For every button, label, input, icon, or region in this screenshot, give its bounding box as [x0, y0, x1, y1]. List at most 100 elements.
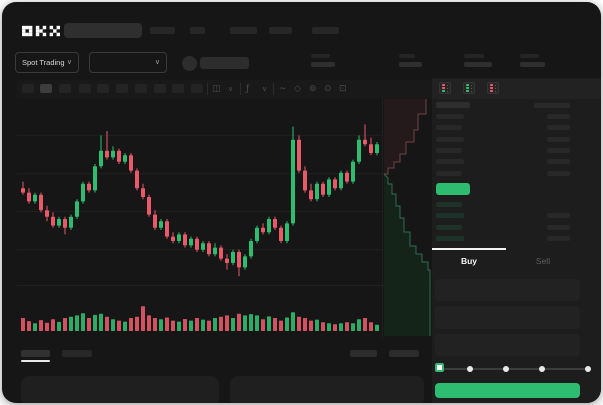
- slider-stop-dot[interactable]: [585, 366, 591, 372]
- chevron-down-icon[interactable]: ∨: [262, 85, 268, 93]
- timeframe-button[interactable]: [22, 84, 34, 93]
- ask-row-price[interactable]: [436, 114, 464, 119]
- tab-sell[interactable]: Sell: [535, 256, 551, 266]
- wave-icon[interactable]: ∼: [279, 84, 287, 94]
- volume-bar: [207, 320, 211, 331]
- timeframe-button[interactable]: [154, 84, 166, 93]
- volume-bar: [81, 313, 85, 331]
- ask-row-amount: [547, 114, 570, 119]
- bid-row-price[interactable]: [436, 224, 462, 230]
- candle-body: [51, 216, 55, 226]
- timeframe-button[interactable]: [172, 84, 184, 93]
- ticker-stat-label: [520, 54, 539, 58]
- timeframe-button[interactable]: [79, 84, 91, 93]
- slider-stop-dot[interactable]: [539, 366, 545, 372]
- volume-bar: [195, 318, 199, 331]
- timeframe-button[interactable]: [59, 84, 71, 93]
- orderbook-header-amount: [534, 103, 570, 108]
- indicator-icon[interactable]: ƒ: [246, 84, 250, 94]
- timeframe-button[interactable]: [40, 84, 52, 93]
- volume-bar: [369, 322, 373, 331]
- candle-body: [177, 234, 181, 241]
- buy-submit-button[interactable]: [435, 383, 580, 398]
- candle-body: [231, 252, 235, 263]
- bid-row-price[interactable]: [436, 235, 464, 241]
- orderbook-view-bids-icon[interactable]: [463, 82, 475, 94]
- bottom-action[interactable]: [350, 350, 377, 357]
- order-form-input[interactable]: [435, 334, 580, 356]
- orderbook-view-asks-icon[interactable]: [487, 82, 499, 94]
- volume-chart: [21, 306, 379, 331]
- tab-buy[interactable]: Buy: [460, 256, 478, 266]
- ask-row-price[interactable]: [436, 125, 462, 131]
- bid-row-price[interactable]: [436, 202, 462, 207]
- bottom-action[interactable]: [389, 350, 419, 357]
- order-form-input[interactable]: [435, 306, 580, 329]
- volume-bar: [123, 321, 127, 331]
- chevron-down-icon: ∨: [66, 59, 72, 66]
- market-type-dropdown[interactable]: Spot Trading ∨: [15, 52, 79, 73]
- volume-bar: [279, 320, 283, 331]
- pair-dropdown[interactable]: ∨: [89, 52, 167, 73]
- volume-bar: [375, 324, 379, 331]
- volume-bar: [351, 323, 355, 331]
- timeframe-button[interactable]: [97, 84, 109, 93]
- search-input[interactable]: [64, 23, 142, 38]
- nav-item[interactable]: [269, 27, 292, 34]
- toolbar-divider: [207, 83, 208, 95]
- last-price-bar[interactable]: [436, 183, 470, 195]
- expand-icon[interactable]: ⊡: [339, 84, 347, 94]
- candle-style-icon[interactable]: ◫: [212, 84, 221, 94]
- candle-body: [39, 194, 43, 211]
- candle-body: [249, 241, 253, 257]
- candle-body: [33, 194, 37, 202]
- nav-item[interactable]: [312, 27, 339, 34]
- ask-row-price[interactable]: [436, 170, 462, 176]
- eraser-icon[interactable]: ◇: [294, 84, 301, 94]
- timeframe-button[interactable]: [135, 84, 147, 93]
- candle-body: [183, 234, 187, 246]
- volume-bar: [363, 318, 367, 331]
- ticker-stat-label: [399, 54, 415, 58]
- candle-body: [357, 139, 361, 162]
- nav-item[interactable]: [190, 27, 205, 34]
- candle-body: [153, 214, 157, 228]
- camera-icon[interactable]: ⊚: [309, 84, 317, 94]
- nav-item[interactable]: [230, 27, 257, 34]
- chevron-down-icon[interactable]: ∨: [228, 85, 234, 93]
- volume-bar: [147, 315, 151, 331]
- okx-logo[interactable]: [22, 24, 60, 38]
- candle-body: [363, 139, 367, 145]
- bid-row-price[interactable]: [436, 213, 464, 219]
- timeframe-button[interactable]: [116, 84, 128, 93]
- order-form-input[interactable]: [435, 279, 580, 301]
- candle-body: [57, 219, 61, 226]
- ask-row-price[interactable]: [436, 136, 464, 142]
- pane-divider: [17, 285, 431, 286]
- slider-stop-dot[interactable]: [467, 366, 473, 372]
- volume-bar: [129, 318, 133, 331]
- orderbook-view-all-icon[interactable]: [439, 82, 451, 94]
- candle-body: [237, 252, 241, 268]
- bottom-tab[interactable]: [21, 350, 50, 357]
- ticker-stat-value: [520, 62, 545, 67]
- nav-item[interactable]: [150, 27, 175, 34]
- amount-slider-track[interactable]: [440, 368, 588, 370]
- candle-body: [351, 161, 355, 182]
- gear-icon[interactable]: ⊙: [324, 84, 332, 94]
- ask-row-price[interactable]: [436, 147, 462, 153]
- ask-row-price[interactable]: [436, 159, 464, 165]
- bottom-tab[interactable]: [62, 350, 92, 357]
- depth-bids-area: [384, 174, 430, 336]
- amount-slider-handle[interactable]: [435, 363, 444, 372]
- volume-bar: [177, 321, 181, 331]
- depth-bids-line: [383, 173, 431, 336]
- timeframe-button[interactable]: [191, 84, 203, 93]
- ask-row-amount: [547, 147, 570, 153]
- slider-stop-dot[interactable]: [503, 366, 509, 372]
- candle-body: [165, 221, 169, 237]
- volume-bar: [267, 316, 271, 331]
- volume-bar: [21, 318, 25, 331]
- candle-body: [93, 166, 97, 191]
